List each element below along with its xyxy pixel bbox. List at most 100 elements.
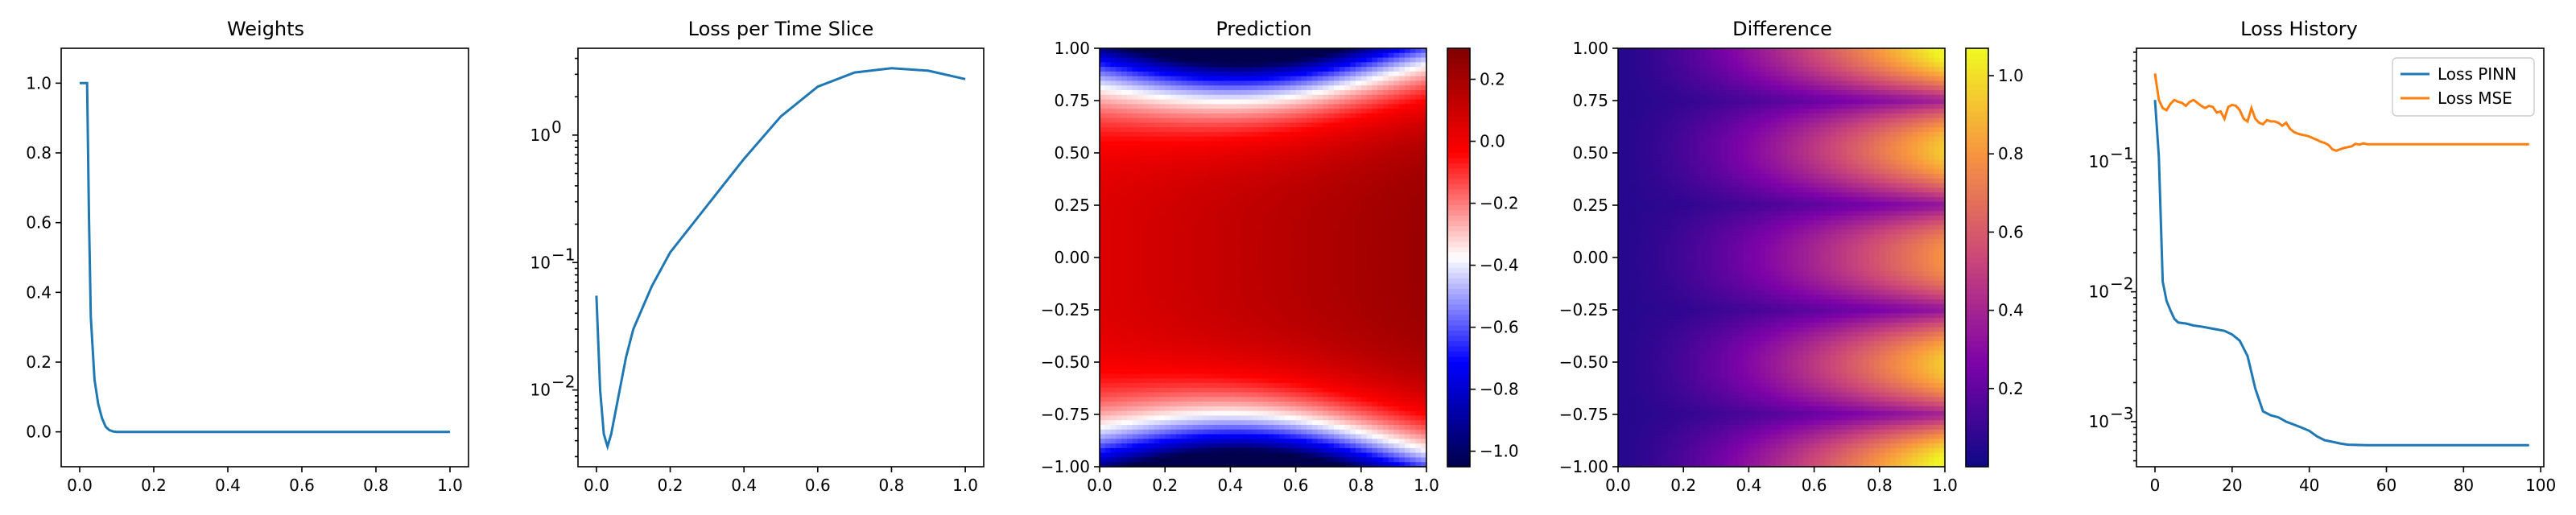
heatmap-cell — [1236, 462, 1242, 468]
heatmap-cell — [1377, 258, 1384, 263]
heatmap-cell — [1143, 76, 1150, 82]
heatmap-cell — [1274, 117, 1280, 124]
heatmap-cell — [1197, 113, 1204, 119]
heatmap-cell — [1285, 410, 1291, 417]
heatmap-cell — [1377, 383, 1384, 389]
heatmap-cell — [1126, 169, 1133, 175]
heatmap-cell — [1285, 127, 1291, 133]
heatmap-cell — [1100, 322, 1106, 328]
heatmap-cell — [1154, 164, 1161, 170]
heatmap-cell — [1224, 192, 1231, 198]
heatmap-cell — [1307, 462, 1313, 468]
heatmap-cell — [1350, 392, 1356, 398]
heatmap-cell — [1246, 364, 1253, 370]
heatmap-cell — [1268, 117, 1275, 124]
heatmap-cell — [1214, 94, 1220, 101]
heatmap-cell — [1165, 303, 1171, 310]
heatmap-cell — [1165, 187, 1171, 193]
heatmap-cell — [1224, 443, 1231, 449]
heatmap-cell — [1192, 136, 1199, 142]
heatmap-cell — [1356, 178, 1362, 184]
heatmap-cell — [1246, 434, 1253, 439]
heatmap-cell — [1360, 243, 1368, 249]
heatmap-cell — [1377, 434, 1384, 439]
heatmap-cell — [1170, 439, 1177, 444]
heatmap-cell — [1110, 434, 1117, 439]
heatmap-cell — [1148, 318, 1155, 323]
heatmap-cell — [1132, 266, 1138, 272]
heatmap-cell — [1126, 80, 1133, 86]
heatmap-cell — [1137, 280, 1144, 286]
series-line — [595, 67, 966, 451]
heatmap-cell — [1159, 360, 1166, 365]
heatmap-cell — [1263, 392, 1269, 398]
heatmap-cell — [1350, 322, 1356, 328]
heatmap-cell — [1333, 169, 1340, 175]
heatmap-cell — [1219, 48, 1226, 54]
heatmap-cell — [1165, 206, 1171, 212]
heatmap-cell — [1203, 415, 1209, 421]
heatmap-cell — [1116, 383, 1122, 389]
heatmap-cell — [1100, 211, 1106, 216]
heatmap-cell — [1148, 141, 1155, 146]
heatmap-cell — [1121, 169, 1128, 175]
heatmap-cell — [1236, 104, 1242, 109]
heatmap-cell — [1333, 136, 1340, 142]
heatmap-cell — [1246, 94, 1253, 101]
heatmap-cell — [1116, 332, 1122, 337]
heatmap-cell — [1252, 425, 1258, 431]
heatmap-cell — [1307, 383, 1313, 389]
x-tick-label: 0.2 — [658, 476, 683, 495]
heatmap-cell — [1110, 308, 1117, 314]
heatmap-cell — [1214, 392, 1220, 398]
heatmap-cell — [1290, 345, 1297, 352]
heatmap-cell — [1110, 229, 1117, 235]
heatmap-cell — [1137, 429, 1144, 435]
heatmap-cell — [1333, 109, 1340, 114]
heatmap-cell — [1285, 52, 1291, 59]
heatmap-cell — [1356, 146, 1362, 151]
heatmap-cell — [1165, 327, 1171, 333]
heatmap-cell — [1333, 90, 1340, 96]
heatmap-cell — [1246, 295, 1253, 300]
heatmap-cell — [1317, 425, 1324, 431]
heatmap-cell — [1110, 462, 1117, 468]
heatmap-cell — [1104, 350, 1112, 356]
heatmap-cell — [1126, 303, 1133, 310]
heatmap-cell — [1350, 174, 1356, 179]
heatmap-cell — [1382, 57, 1389, 63]
heatmap-cell — [1279, 122, 1286, 128]
heatmap-cell — [1137, 52, 1144, 59]
heatmap-cell — [1143, 308, 1150, 314]
heatmap-cell — [1246, 350, 1253, 356]
heatmap-cell — [1224, 52, 1231, 59]
heatmap-cell — [1285, 85, 1291, 91]
heatmap-cell — [1274, 452, 1280, 459]
heatmap-cell — [1230, 99, 1236, 105]
heatmap-cell — [1175, 154, 1183, 161]
heatmap-cell — [1317, 136, 1324, 142]
heatmap-cell — [1350, 434, 1356, 439]
heatmap-cell — [1257, 57, 1264, 63]
heatmap-cell — [1126, 90, 1133, 96]
heatmap-cell — [1257, 327, 1264, 333]
heatmap-cell — [1170, 216, 1177, 221]
heatmap-cell — [1285, 280, 1291, 286]
heatmap-cell — [1224, 127, 1231, 133]
heatmap-cell — [1208, 178, 1215, 184]
heatmap-cell — [1230, 295, 1236, 300]
heatmap-cell — [1241, 439, 1248, 444]
heatmap-cell — [1121, 146, 1128, 151]
heatmap-cell — [1154, 336, 1161, 342]
heatmap-cell — [1360, 174, 1368, 179]
heatmap-cell — [1339, 243, 1346, 249]
heatmap-cell — [1317, 410, 1324, 417]
heatmap-cell — [1116, 457, 1122, 463]
heatmap-cell — [1241, 117, 1248, 124]
heatmap-cell — [1246, 229, 1253, 235]
heatmap-cell — [1301, 425, 1307, 431]
heatmap-cell — [1126, 154, 1133, 161]
heatmap-cell — [1372, 99, 1378, 105]
heatmap-cell — [1175, 104, 1183, 109]
heatmap-cell — [1382, 262, 1389, 268]
